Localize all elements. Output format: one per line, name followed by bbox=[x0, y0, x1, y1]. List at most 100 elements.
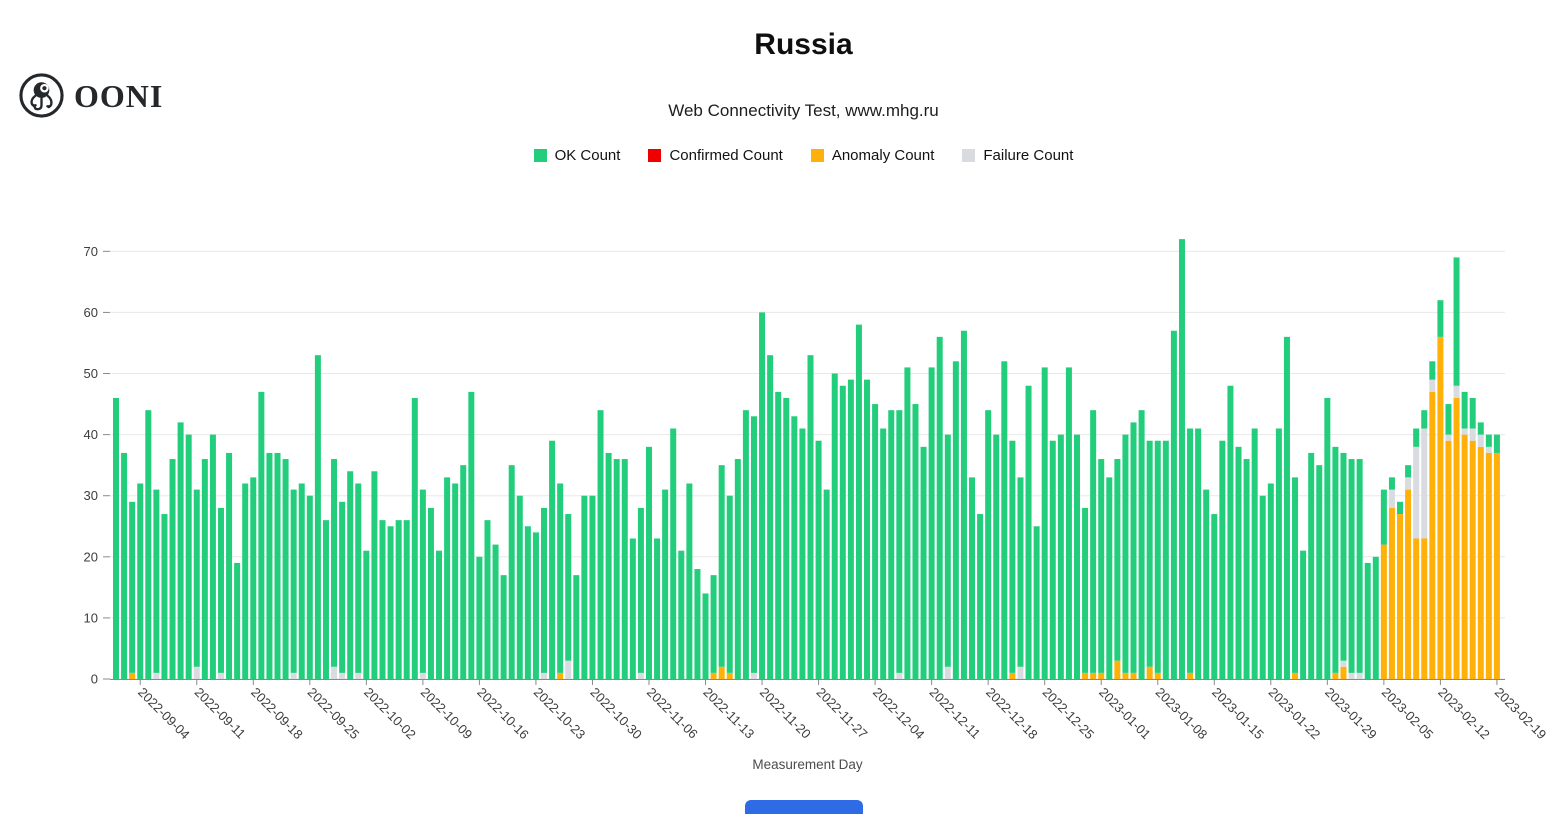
bar-segment[interactable] bbox=[452, 483, 459, 679]
bar-segment[interactable] bbox=[129, 672, 136, 679]
bar-segment[interactable] bbox=[169, 459, 176, 679]
bar-segment[interactable] bbox=[1178, 239, 1185, 680]
bar-segment[interactable] bbox=[121, 452, 128, 679]
bar-segment[interactable] bbox=[702, 593, 709, 679]
bar-segment[interactable] bbox=[322, 520, 329, 679]
bar-segment[interactable] bbox=[1324, 397, 1331, 679]
bar-segment[interactable] bbox=[541, 507, 548, 673]
bar-segment[interactable] bbox=[306, 495, 313, 679]
bar-segment[interactable] bbox=[266, 452, 273, 679]
bar-segment[interactable] bbox=[1098, 672, 1105, 679]
bar-segment[interactable] bbox=[541, 672, 548, 679]
bar-segment[interactable] bbox=[726, 672, 733, 679]
bar-segment[interactable] bbox=[177, 422, 184, 679]
bar-segment[interactable] bbox=[1025, 385, 1032, 679]
bar-segment[interactable] bbox=[274, 452, 281, 679]
bar-segment[interactable] bbox=[1017, 666, 1024, 679]
bar-segment[interactable] bbox=[484, 520, 491, 679]
bar-segment[interactable] bbox=[193, 666, 200, 679]
bar-segment[interactable] bbox=[1275, 428, 1282, 679]
bar-segment[interactable] bbox=[1485, 434, 1492, 447]
bar-segment[interactable] bbox=[516, 495, 523, 679]
bar-segment[interactable] bbox=[217, 672, 224, 679]
bar-segment[interactable] bbox=[678, 550, 685, 679]
bar-segment[interactable] bbox=[710, 672, 717, 679]
bar-segment[interactable] bbox=[1485, 452, 1492, 679]
bar-segment[interactable] bbox=[662, 489, 669, 679]
bar-segment[interactable] bbox=[670, 428, 677, 679]
bar-segment[interactable] bbox=[573, 575, 580, 679]
bar-segment[interactable] bbox=[1461, 391, 1468, 429]
bar-segment[interactable] bbox=[419, 672, 426, 679]
bar-segment[interactable] bbox=[1195, 428, 1202, 679]
bar-segment[interactable] bbox=[880, 428, 887, 679]
bar-segment[interactable] bbox=[387, 526, 394, 679]
bar-segment[interactable] bbox=[565, 660, 572, 679]
bar-segment[interactable] bbox=[282, 459, 289, 679]
bar-segment[interactable] bbox=[1009, 672, 1016, 679]
bar-segment[interactable] bbox=[694, 569, 701, 679]
bar-segment[interactable] bbox=[904, 367, 911, 679]
bar-segment[interactable] bbox=[1283, 336, 1290, 679]
bar-segment[interactable] bbox=[1340, 660, 1347, 667]
bar-segment[interactable] bbox=[1122, 434, 1129, 673]
bar-segment[interactable] bbox=[371, 471, 378, 679]
bar-segment[interactable] bbox=[363, 550, 370, 679]
bar-segment[interactable] bbox=[896, 410, 903, 673]
bar-segment[interactable] bbox=[993, 434, 1000, 679]
bar-segment[interactable] bbox=[427, 507, 434, 679]
bar-segment[interactable] bbox=[557, 672, 564, 679]
bar-segment[interactable] bbox=[314, 355, 321, 679]
bar-segment[interactable] bbox=[1397, 514, 1404, 679]
bar-segment[interactable] bbox=[1098, 459, 1105, 673]
bar-segment[interactable] bbox=[791, 416, 798, 679]
bar-segment[interactable] bbox=[258, 391, 265, 679]
bar-segment[interactable] bbox=[928, 367, 935, 679]
bar-segment[interactable] bbox=[952, 361, 959, 679]
bar-segment[interactable] bbox=[969, 477, 976, 679]
bar-segment[interactable] bbox=[1130, 672, 1137, 679]
bar-segment[interactable] bbox=[750, 672, 757, 679]
bar-segment[interactable] bbox=[621, 459, 628, 679]
bar-segment[interactable] bbox=[1469, 428, 1476, 441]
bar-segment[interactable] bbox=[815, 440, 822, 679]
bar-segment[interactable] bbox=[977, 514, 984, 679]
bar-segment[interactable] bbox=[807, 355, 814, 679]
bar-segment[interactable] bbox=[1146, 440, 1153, 667]
bar-segment[interactable] bbox=[1187, 428, 1194, 673]
bar-segment[interactable] bbox=[1348, 459, 1355, 673]
bar-segment[interactable] bbox=[355, 483, 362, 673]
bar-segment[interactable] bbox=[847, 379, 854, 679]
bar-segment[interactable] bbox=[1300, 550, 1307, 679]
bar-segment[interactable] bbox=[613, 459, 620, 679]
bar-segment[interactable] bbox=[1429, 361, 1436, 380]
bar-segment[interactable] bbox=[331, 459, 338, 667]
bar-segment[interactable] bbox=[355, 672, 362, 679]
bar-segment[interactable] bbox=[1413, 538, 1420, 679]
bar-segment[interactable] bbox=[1106, 477, 1113, 679]
bar-segment[interactable] bbox=[823, 489, 830, 679]
bar-segment[interactable] bbox=[242, 483, 249, 679]
bar-segment[interactable] bbox=[637, 672, 644, 679]
bar-segment[interactable] bbox=[1138, 410, 1145, 679]
bar-segment[interactable] bbox=[629, 538, 636, 679]
bar-segment[interactable] bbox=[1445, 440, 1452, 679]
bar-segment[interactable] bbox=[1017, 477, 1024, 667]
bar-segment[interactable] bbox=[750, 416, 757, 673]
bar-segment[interactable] bbox=[226, 452, 233, 679]
bar-segment[interactable] bbox=[1235, 446, 1242, 679]
bar-segment[interactable] bbox=[1364, 562, 1371, 679]
bar-segment[interactable] bbox=[1477, 422, 1484, 435]
bar-segment[interactable] bbox=[888, 410, 895, 679]
bar-segment[interactable] bbox=[1477, 434, 1484, 447]
bar-segment[interactable] bbox=[726, 495, 733, 673]
bar-segment[interactable] bbox=[1170, 330, 1177, 679]
bar-segment[interactable] bbox=[290, 489, 297, 673]
bar-segment[interactable] bbox=[1397, 501, 1404, 515]
bar-segment[interactable] bbox=[1445, 404, 1452, 435]
bar-segment[interactable] bbox=[1049, 440, 1056, 679]
bar-segment[interactable] bbox=[1405, 489, 1412, 679]
bar-segment[interactable] bbox=[742, 410, 749, 679]
bar-segment[interactable] bbox=[1461, 428, 1468, 435]
bar-segment[interactable] bbox=[1332, 446, 1339, 673]
